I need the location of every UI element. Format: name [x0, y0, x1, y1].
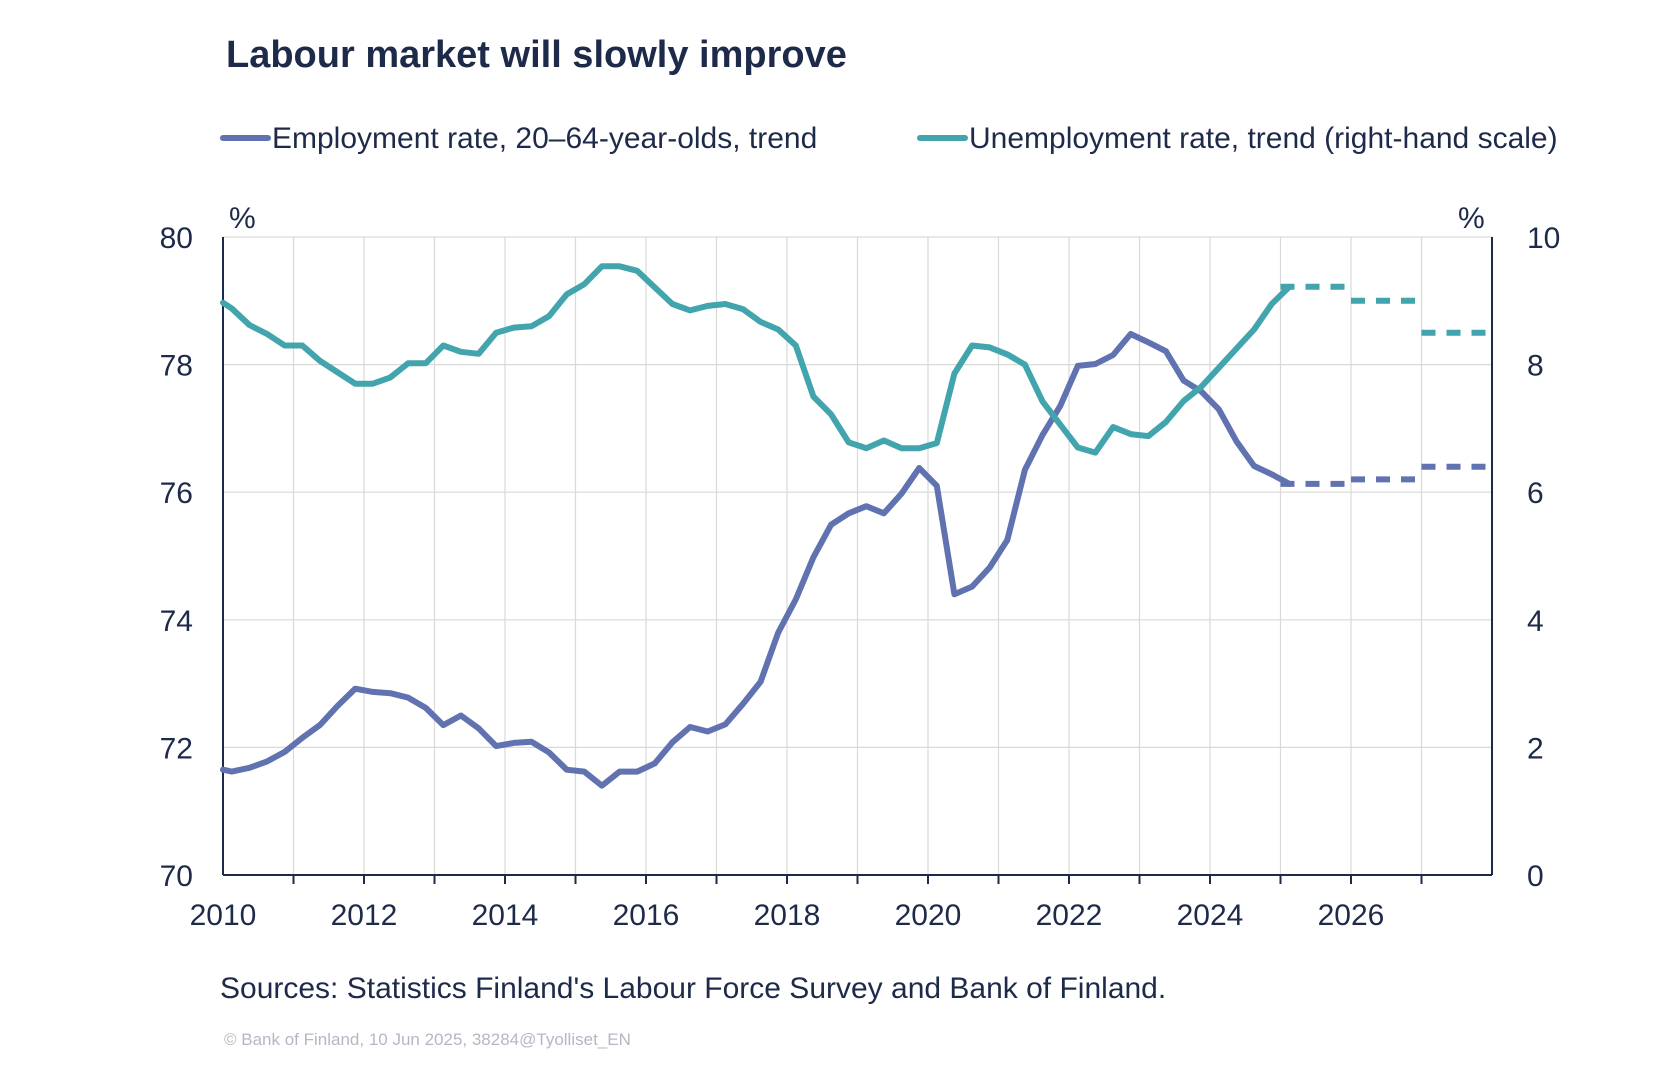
series-line-employment: [220, 331, 1293, 789]
credit-note: © Bank of Finland, 10 Jun 2025, 38284@Ty…: [224, 1030, 631, 1049]
series-line-unemployment: [220, 263, 1293, 456]
x-tick-label: 2024: [1177, 899, 1244, 932]
x-tick-label: 2022: [1036, 899, 1103, 932]
x-tick-label: 2012: [331, 899, 398, 932]
y-right-tick-label: 10: [1527, 222, 1560, 255]
legend: Employment rate, 20–64-year-olds, trend …: [220, 122, 1558, 155]
x-tick-label: 2020: [895, 899, 962, 932]
y-left-tick-label: 80: [160, 222, 193, 255]
legend-label-employment: Employment rate, 20–64-year-olds, trend: [272, 122, 817, 155]
y-left-tick-label: 74: [160, 605, 193, 638]
series-lines: [220, 263, 1492, 789]
y-right-tick-label: 2: [1527, 732, 1544, 765]
x-tick-label: 2010: [190, 899, 257, 932]
right-axis-unit: %: [1458, 202, 1485, 235]
y-left-tick-label: 78: [160, 350, 193, 383]
y-right-tick-label: 4: [1527, 605, 1544, 638]
y-left-tick-label: 72: [160, 732, 193, 765]
y-right-tick-label: 0: [1527, 860, 1544, 893]
x-tick-label: 2026: [1318, 899, 1385, 932]
y-left-tick-label: 76: [160, 477, 193, 510]
legend-label-unemployment: Unemployment rate, trend (right-hand sca…: [969, 122, 1558, 155]
gridlines: [223, 236, 1492, 875]
source-note: Sources: Statistics Finland's Labour For…: [220, 972, 1166, 1005]
y-right-tick-label: 6: [1527, 477, 1544, 510]
x-tick-label: 2016: [613, 899, 680, 932]
y-left-tick-label: 70: [160, 860, 193, 893]
chart-title: Labour market will slowly improve: [226, 34, 847, 76]
left-axis-unit: %: [229, 202, 256, 235]
x-tick-label: 2014: [472, 899, 539, 932]
x-tick-label: 2018: [754, 899, 821, 932]
y-right-tick-label: 8: [1527, 350, 1544, 383]
tick-labels: 70 72 74 76 78 80 0 2 4 6 8 10 2010 2012 2014 2016 2018 2…: [160, 222, 1561, 932]
